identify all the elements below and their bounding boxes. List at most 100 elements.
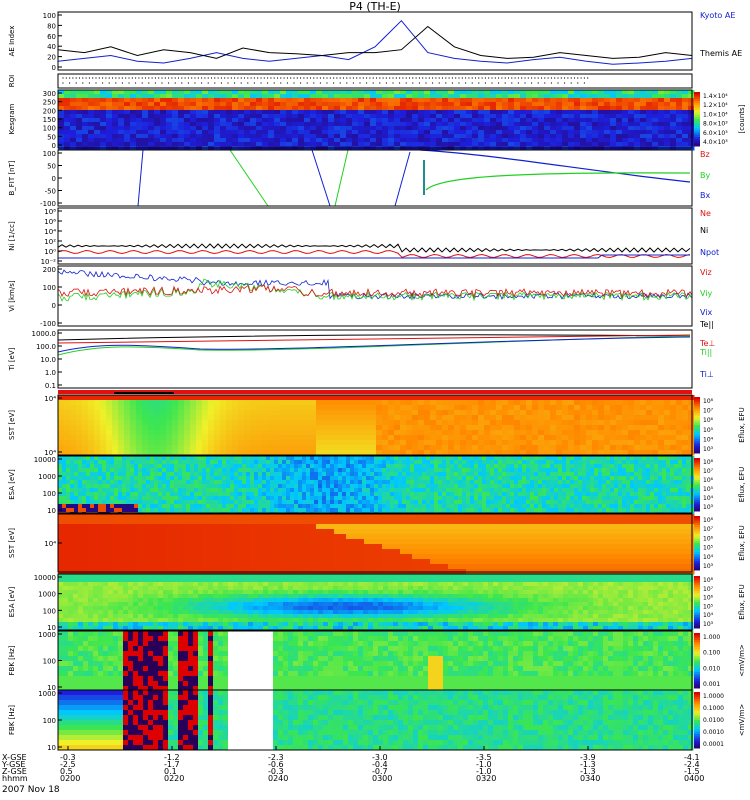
- heat-cell: [286, 90, 293, 95]
- heat-cell: [66, 456, 71, 461]
- heat-cell: [78, 508, 83, 513]
- heat-cell: [232, 420, 239, 426]
- heat-cell: [458, 492, 463, 497]
- heat-cell: [118, 126, 125, 131]
- heat-cell: [146, 460, 151, 465]
- heat-cell: [542, 484, 547, 489]
- heat-cell: [486, 484, 491, 489]
- heat-cell: [538, 134, 545, 139]
- heat-cell: [370, 126, 377, 131]
- heat-cell: [142, 90, 149, 95]
- heat-cell: [508, 445, 515, 451]
- heat-cell: [274, 138, 281, 143]
- heat-cell: [218, 500, 223, 505]
- heat-cell: [112, 410, 119, 416]
- heat-cell: [586, 110, 593, 115]
- heat-cell: [556, 445, 563, 451]
- heat-cell: [388, 106, 395, 111]
- heat-cell: [250, 440, 257, 446]
- heat-cell: [510, 468, 515, 473]
- heat-cell: [466, 504, 471, 509]
- heat-cell: [124, 410, 131, 416]
- heat-cell: [310, 130, 317, 135]
- heat-cell: [78, 456, 83, 461]
- heat-cell: [262, 126, 269, 131]
- heat-cell: [526, 445, 533, 451]
- heat-cell: [422, 492, 427, 497]
- heat-cell: [670, 430, 677, 436]
- heat-cell: [112, 90, 119, 95]
- heat-cell: [346, 400, 353, 406]
- heat-cell: [74, 508, 79, 513]
- heat-cell: [598, 464, 603, 469]
- heat-cell: [532, 425, 539, 431]
- heat-cell: [122, 484, 127, 489]
- heat-cell: [250, 130, 257, 135]
- heat-cell: [76, 425, 83, 431]
- heat-cell: [550, 90, 557, 95]
- heat-cell: [546, 492, 551, 497]
- heat-cell: [76, 440, 83, 446]
- heat-cell: [70, 138, 77, 143]
- heat-cell: [578, 504, 583, 509]
- heat-cell: [496, 445, 503, 451]
- heat-cell: [566, 480, 571, 485]
- heat-cell: [314, 456, 319, 461]
- heat-cell: [544, 122, 551, 127]
- heat-cell: [316, 126, 323, 131]
- heat-cell: [586, 492, 591, 497]
- heat-cell: [64, 118, 71, 123]
- heat-cell: [88, 420, 95, 426]
- heat-cell: [184, 98, 191, 103]
- heat-cell: [302, 460, 307, 465]
- heat-cell: [358, 492, 363, 497]
- heat-cell: [664, 410, 671, 416]
- heat-cell: [274, 484, 279, 489]
- heat-cell: [178, 98, 185, 103]
- heat-cell: [388, 425, 395, 431]
- heat-cell: [658, 90, 665, 95]
- heat-cell: [146, 476, 151, 481]
- heat-cell: [88, 395, 95, 401]
- heat-cell: [294, 508, 299, 513]
- heat-cell: [322, 400, 329, 406]
- heat-cell: [562, 134, 569, 139]
- heat-cell: [364, 440, 371, 446]
- heat-cell: [322, 138, 329, 143]
- heat-cell: [502, 395, 509, 401]
- heat-cell: [262, 476, 267, 481]
- heat-cell: [574, 484, 579, 489]
- heat-cell: [538, 138, 545, 143]
- heat-cell: [406, 504, 411, 509]
- heat-cell: [382, 435, 389, 441]
- heat-cell: [256, 400, 263, 406]
- heat-cell: [400, 106, 407, 111]
- heat-cell: [142, 138, 149, 143]
- heat-cell: [490, 106, 497, 111]
- heat-cell: [112, 138, 119, 143]
- heat-cell: [446, 476, 451, 481]
- heat-cell: [172, 130, 179, 135]
- heat-cell: [376, 102, 383, 107]
- heat-cell: [66, 496, 71, 501]
- heat-cell: [326, 488, 331, 493]
- heat-cell: [166, 134, 173, 139]
- heat-cell: [484, 138, 491, 143]
- heat-cell: [658, 118, 665, 123]
- heat-cell: [454, 445, 461, 451]
- heat-cell: [256, 450, 263, 456]
- heat-cell: [66, 464, 71, 469]
- heat-cell: [70, 430, 77, 436]
- heat-cell: [196, 98, 203, 103]
- heat-cell: [106, 405, 113, 411]
- heat-cell: [90, 468, 95, 473]
- heat-cell: [220, 134, 227, 139]
- heat-cell: [518, 508, 523, 513]
- heat-cell: [330, 488, 335, 493]
- heat-cell: [352, 450, 359, 456]
- heat-cell: [538, 445, 545, 451]
- heat-cell: [194, 468, 199, 473]
- heat-cell: [502, 106, 509, 111]
- heat-cell: [106, 415, 113, 421]
- heat-cell: [142, 410, 149, 416]
